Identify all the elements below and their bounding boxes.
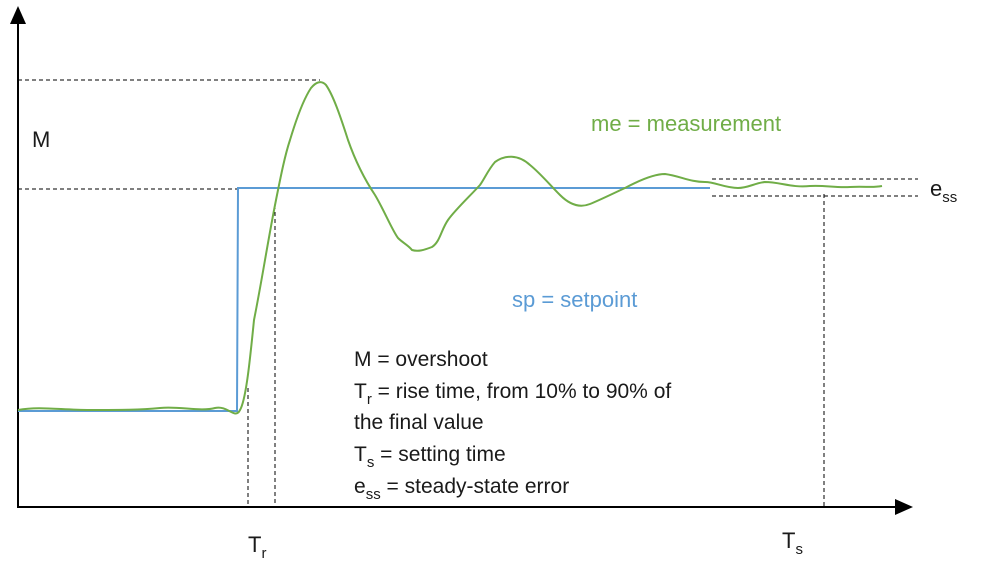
guide-lines — [18, 79, 918, 507]
legend-rise-time: Tr = rise time, from 10% to 90% of — [354, 380, 671, 408]
legend-overshoot: M = overshoot — [354, 348, 488, 371]
measurement-label: me = measurement — [591, 111, 781, 136]
measurement-curve — [17, 81, 883, 415]
ess-label: ess — [930, 176, 957, 206]
overshoot-label: M — [32, 127, 50, 152]
rise-time-label: Tr — [248, 532, 266, 562]
legend-steady-state-error: ess = steady-state error — [354, 475, 569, 503]
legend-rise-time-cont: the final value — [354, 411, 484, 434]
legend-settling-time: Ts = setting time — [354, 443, 506, 471]
settling-time-label: Ts — [782, 528, 803, 558]
setpoint-label: sp = setpoint — [512, 287, 637, 312]
setpoint-line — [18, 187, 710, 412]
definitions-legend: M = overshoot Tr = rise time, from 10% t… — [354, 348, 671, 503]
